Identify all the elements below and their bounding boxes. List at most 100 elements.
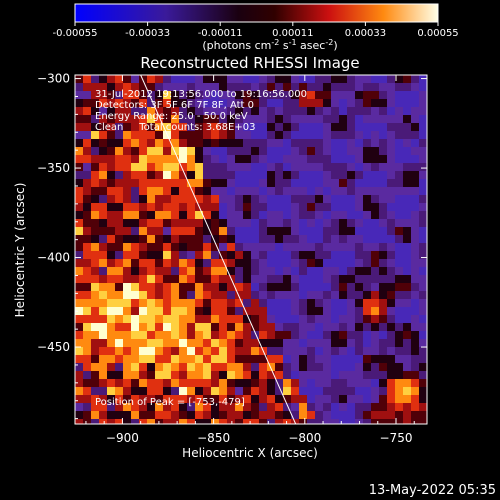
heatmap-cell (219, 355, 227, 363)
heatmap-cell (187, 203, 195, 211)
heatmap-cell (267, 387, 275, 395)
heatmap-cell (395, 123, 403, 131)
heatmap-cell (355, 259, 363, 267)
heatmap-cell (275, 203, 283, 211)
heatmap-cell (163, 147, 171, 155)
heatmap-cell (307, 91, 315, 99)
heatmap-cell (347, 387, 355, 395)
colorbar-tick-label: 0.00033 (345, 28, 386, 39)
heatmap-cell (323, 307, 331, 315)
heatmap-cell (107, 179, 115, 187)
heatmap-cell (403, 251, 411, 259)
colorbar-ticks: -0.00055 -0.00033 -0.00011 0.00011 0.00033 0.… (53, 22, 459, 39)
heatmap-cell (267, 307, 275, 315)
heatmap-cell (259, 147, 267, 155)
heatmap-cell (195, 123, 203, 131)
heatmap-cell (379, 139, 387, 147)
solar-limb-line (140, 75, 297, 424)
heatmap-cell (267, 187, 275, 195)
heatmap-cell (99, 267, 107, 275)
heatmap-cell (283, 131, 291, 139)
heatmap-cell (363, 203, 371, 211)
heatmap-cell (403, 411, 411, 419)
heatmap-cell (387, 147, 395, 155)
heatmap-cell (331, 379, 339, 387)
heatmap-cell (411, 275, 419, 283)
heatmap-cell (107, 259, 115, 267)
heatmap-cell (411, 419, 419, 424)
heatmap-cell (387, 395, 395, 403)
heatmap-cell (379, 387, 387, 395)
heatmap-cell (315, 371, 323, 379)
heatmap-cell (419, 363, 427, 371)
heatmap-cell (155, 347, 163, 355)
heatmap-cell (179, 99, 187, 107)
heatmap-cell (275, 219, 283, 227)
colorbar-tick-label: -0.00033 (125, 28, 170, 39)
heatmap-cell (227, 91, 235, 99)
heatmap-cell (227, 211, 235, 219)
heatmap-cell (347, 299, 355, 307)
heatmap-cell (139, 171, 147, 179)
heatmap-cell (283, 323, 291, 331)
heatmap-cell (211, 107, 219, 115)
heatmap-cell (267, 139, 275, 147)
heatmap-cell (131, 75, 139, 83)
heatmap-cell (163, 171, 171, 179)
heatmap-cell (275, 227, 283, 235)
heatmap-cell (371, 259, 379, 267)
heatmap-cell (203, 147, 211, 155)
heatmap-cell (235, 123, 243, 131)
heatmap-cell (283, 275, 291, 283)
heatmap-cell (251, 75, 259, 83)
heatmap-cell (155, 307, 163, 315)
heatmap-cell (123, 211, 131, 219)
heatmap-cell (419, 387, 427, 395)
heatmap-cell (259, 163, 267, 171)
heatmap-cell (179, 83, 187, 91)
heatmap-cell (387, 275, 395, 283)
heatmap-cell (347, 163, 355, 171)
heatmap-cell (99, 331, 107, 339)
heatmap-cell (91, 131, 99, 139)
heatmap-cell (363, 155, 371, 163)
heatmap-cell (219, 307, 227, 315)
heatmap-cell (323, 203, 331, 211)
heatmap-cell (115, 275, 123, 283)
heatmap-cell (419, 83, 427, 91)
heatmap-cell (267, 179, 275, 187)
heatmap-cell (131, 99, 139, 107)
heatmap-cell (267, 203, 275, 211)
heatmap-cell (147, 83, 155, 91)
heatmap-cell (179, 387, 187, 395)
heatmap-cell (331, 99, 339, 107)
heatmap-cell (227, 419, 235, 424)
heatmap-cell (219, 139, 227, 147)
heatmap-cell (267, 83, 275, 91)
heatmap-cell (83, 203, 91, 211)
heatmap-cell (187, 83, 195, 91)
heatmap-cell (291, 331, 299, 339)
heatmap-cell (379, 347, 387, 355)
heatmap-cell (347, 267, 355, 275)
heatmap-cell (347, 403, 355, 411)
heatmap-cell (347, 227, 355, 235)
heatmap-cell (267, 243, 275, 251)
heatmap-cell (163, 339, 171, 347)
colorbar-gradient (74, 3, 439, 23)
heatmap-cell (251, 107, 259, 115)
heatmap-cell (171, 267, 179, 275)
heatmap-cell (283, 179, 291, 187)
heatmap-cell (419, 91, 427, 99)
heatmap-cell (115, 219, 123, 227)
heatmap-cell (171, 291, 179, 299)
heatmap-cell (283, 299, 291, 307)
heatmap-cell (371, 395, 379, 403)
heatmap-cell (243, 123, 251, 131)
heatmap-cell (147, 379, 155, 387)
heatmap-cell (331, 131, 339, 139)
heatmap-cell (371, 307, 379, 315)
heatmap-cell (419, 123, 427, 131)
heatmap-cell (107, 315, 115, 323)
heatmap-cell (291, 299, 299, 307)
